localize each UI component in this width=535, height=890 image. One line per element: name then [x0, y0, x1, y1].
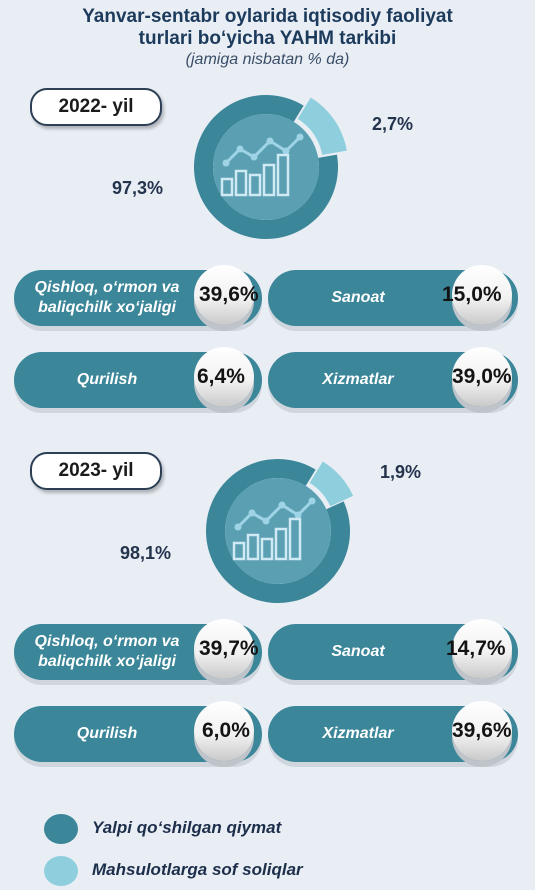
chart-title-line-2: turlari bo‘yicha YAHM tarkibi: [138, 28, 397, 49]
sector-label: Qurilish: [76, 725, 138, 742]
value-disk: [194, 347, 254, 407]
value-disk: [194, 701, 254, 761]
slice-label-taxes-2022: 2,7%: [372, 114, 414, 134]
value-disk: [452, 619, 512, 679]
donut-center-2022: [213, 114, 319, 220]
sector-label: Sanoat: [331, 643, 385, 660]
sector-value-agriculture-2023: 39,7%: [199, 637, 259, 660]
sector-label: Qishloq, o‘rmon va baliqchilk xo‘jaligi: [34, 633, 180, 670]
slice-label-taxes-2023: 1,9%: [380, 462, 422, 482]
value-disk: [194, 619, 254, 679]
chart-title-line-1: Yanvar-sentabr oylarida iqtisodiy faoliy…: [82, 6, 453, 27]
legend-label-taxes: Mahsulotlarga sof soliqlar: [92, 860, 303, 879]
growth-chart-icon: [232, 497, 316, 561]
sector-value-services-2022: 39,0%: [452, 365, 512, 388]
donut-slices-2023: [206, 459, 354, 603]
value-disk: [452, 347, 512, 407]
chart-subtitle: (jamiga nisbatan % da): [185, 51, 350, 68]
growth-chart-icon: [220, 133, 304, 197]
donut-center-2023: [225, 478, 331, 584]
year-label-2022: 2022- yil: [30, 88, 162, 126]
legend-swatch-gva: [44, 814, 78, 844]
legend-label-gva: Yalpi qo‘shilgan qiymat: [92, 818, 282, 837]
year-label-2023: 2023- yil: [30, 452, 162, 490]
donut-chart-2022: [193, 94, 347, 239]
sector-value-agriculture-2022: 39,6%: [199, 283, 259, 306]
sector-value-services-2023: 39,6%: [452, 719, 512, 742]
donut-chart-2023: [206, 459, 354, 603]
chart-title-block: Yanvar-sentabr oylarida iqtisodiy faoliy…: [0, 6, 535, 70]
slice-label-gva-2023: 98,1%: [120, 543, 172, 563]
value-disk: [194, 265, 254, 325]
legend-swatch-taxes: [44, 856, 78, 886]
value-disk: [452, 265, 512, 325]
sector-value-construction-2023: 6,0%: [202, 719, 250, 742]
donut-slice-taxes: [309, 461, 354, 507]
sector-label: Qishloq, o‘rmon va baliqchilk xo‘jaligi: [34, 279, 180, 316]
sector-value-industry-2023: 14,7%: [446, 637, 506, 660]
sector-label: Qurilish: [76, 371, 138, 388]
sector-label: Xizmatlar: [322, 725, 394, 742]
donut-slices-2022: [193, 94, 347, 239]
sector-label: Sanoat: [331, 289, 385, 306]
sector-value-industry-2022: 15,0%: [442, 283, 502, 306]
sector-label: Xizmatlar: [322, 371, 394, 388]
sector-value-construction-2022: 6,4%: [197, 365, 245, 388]
slice-label-gva-2022: 97,3%: [112, 178, 164, 198]
donut-slice-taxes: [297, 97, 347, 155]
value-disk: [452, 701, 512, 761]
